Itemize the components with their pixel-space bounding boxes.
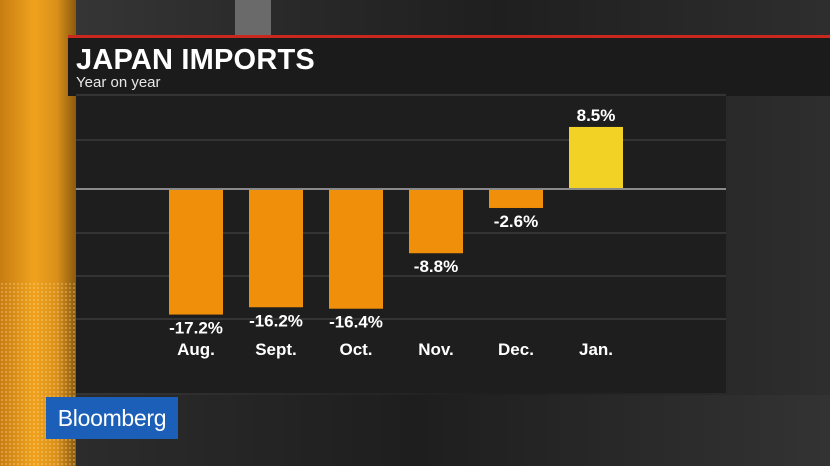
chart-title: JAPAN IMPORTS xyxy=(76,44,315,76)
value-label: -16.4% xyxy=(329,313,383,332)
bar-oct xyxy=(329,189,383,309)
bar-chart: -17.2% -16.2% -16.4% -8.8% -2.6% 8.5% Aug. Sept… xyxy=(76,94,726,359)
value-label: -16.2% xyxy=(249,311,303,330)
category-label: Sept. xyxy=(255,340,297,359)
category-label: Nov. xyxy=(418,340,454,359)
value-label: -17.2% xyxy=(169,319,223,338)
category-label: Jan. xyxy=(579,340,613,359)
value-label: 8.5% xyxy=(577,106,616,125)
title-bar: JAPAN IMPORTS Year on year xyxy=(68,35,830,96)
bar-nov xyxy=(409,189,463,254)
bloomberg-logo: Bloomberg xyxy=(46,397,178,439)
orange-side-panel xyxy=(0,0,76,466)
chart-subtitle: Year on year xyxy=(76,74,161,91)
bar-dec xyxy=(489,189,543,208)
bar-sept xyxy=(249,189,303,308)
value-label: -8.8% xyxy=(414,257,458,276)
category-label: Oct. xyxy=(339,340,372,359)
bar-jan xyxy=(569,126,623,189)
category-label: Dec. xyxy=(498,340,534,359)
value-label: -2.6% xyxy=(494,212,538,231)
bar-aug xyxy=(169,189,223,315)
category-label: Aug. xyxy=(177,340,215,359)
